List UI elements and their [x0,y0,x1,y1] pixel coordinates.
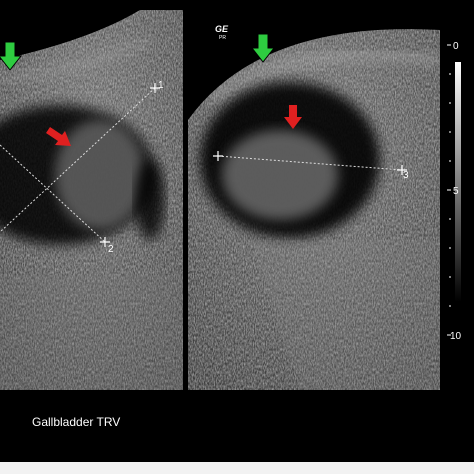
logo: GE [215,24,229,34]
green-arrow [0,41,23,71]
green-arrow [250,33,276,63]
caliper-label: 2 [108,244,114,255]
red-arrow [284,105,302,129]
left-scan [0,10,183,390]
bottom-strip [0,462,474,474]
logo-sub: PR [219,35,226,41]
divider [183,0,186,390]
depth-label: 0 [453,41,459,52]
caliper-label: 3 [403,170,409,181]
depth-label: 10 [450,331,462,342]
right-scan [188,29,440,390]
gray-bar [455,62,461,302]
caliper-label: 1 [158,80,164,91]
red-arrow [46,127,71,146]
caliper-lines [0,87,403,243]
caliper-crosses [100,83,407,247]
depth-ticks [447,44,451,336]
caption: Gallbladder TRV [32,415,120,429]
depth-label: 5 [453,186,459,197]
